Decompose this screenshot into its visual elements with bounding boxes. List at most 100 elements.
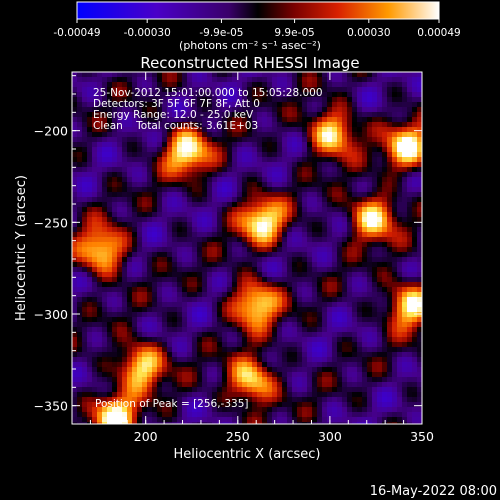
heatmap-cell [207,392,213,398]
heatmap-cell [362,282,368,288]
heatmap-cell [142,122,148,128]
heatmap-cell [302,182,308,188]
heatmap-cell [102,387,108,393]
heatmap-cell [282,242,288,248]
heatmap-cell [222,182,228,188]
heatmap-cell [157,87,163,93]
heatmap-cell [82,372,88,378]
heatmap-cell [187,72,193,78]
heatmap-cell [132,167,138,173]
heatmap-cell [167,367,173,373]
heatmap-cell [312,267,318,273]
heatmap-cell [242,237,248,243]
heatmap-cell [342,242,348,248]
heatmap-cell [392,337,398,343]
heatmap-cell [337,287,343,293]
heatmap-cell [157,162,163,168]
heatmap-cell [172,337,178,343]
heatmap-cell [237,162,243,168]
heatmap-cell [382,142,388,148]
heatmap-cell [282,132,288,138]
heatmap-cell [202,107,208,113]
heatmap-cell [352,357,358,363]
heatmap-cell [367,117,373,123]
heatmap-cell [102,142,108,148]
heatmap-cell [307,192,313,198]
heatmap-cell [152,382,158,388]
heatmap-cell [227,202,233,208]
heatmap-cell [152,267,158,273]
heatmap-cell [297,142,303,148]
heatmap-cell [232,322,238,328]
heatmap-cell [227,377,233,383]
heatmap-cell [372,407,378,413]
heatmap-cell [132,72,138,78]
heatmap-cell [362,202,368,208]
heatmap-cell [77,177,83,183]
heatmap-cell [352,392,358,398]
heatmap-cell [352,257,358,263]
heatmap-cell [137,297,143,303]
heatmap-cell [327,337,333,343]
heatmap-cell [267,262,273,268]
heatmap-cell [297,217,303,223]
heatmap-cell [417,92,422,98]
heatmap-cell [122,267,128,273]
heatmap-cell [72,317,78,323]
heatmap-cell [107,402,113,408]
heatmap-cell [312,72,318,78]
heatmap-cell [287,292,293,298]
heatmap-cell [362,157,368,163]
heatmap-cell [332,72,338,78]
heatmap-cell [142,237,148,243]
heatmap-cell [222,377,228,383]
heatmap-cell [167,92,173,98]
heatmap-cell [247,262,253,268]
heatmap-cell [347,267,353,273]
heatmap-cell [297,287,303,293]
heatmap-cell [72,97,78,103]
heatmap-cell [412,402,418,408]
heatmap-cell [412,252,418,258]
heatmap-cell [187,267,193,273]
heatmap-cell [197,282,203,288]
heatmap-cell [412,337,418,343]
heatmap-cell [342,207,348,213]
heatmap-cell [402,277,408,283]
heatmap-cell [292,282,298,288]
heatmap-cell [297,87,303,93]
heatmap-cell [312,287,318,293]
heatmap-cell [117,157,123,163]
heatmap-cell [262,412,268,418]
heatmap-cell [242,142,248,148]
heatmap-cell [217,297,223,303]
heatmap-cell [347,207,353,213]
heatmap-cell [92,142,98,148]
heatmap-cell [137,417,143,423]
heatmap-cell [152,127,158,133]
heatmap-cell [252,137,258,143]
heatmap-cell [317,412,323,418]
heatmap-cell [92,107,98,113]
heatmap-cell [167,237,173,243]
heatmap-cell [247,202,253,208]
heatmap-cell [82,157,88,163]
heatmap-cell [412,197,418,203]
heatmap-cell [167,82,173,88]
heatmap-cell [312,167,318,173]
heatmap-cell [77,227,83,233]
heatmap-cell [202,257,208,263]
heatmap-cell [77,317,83,323]
heatmap-cell [92,117,98,123]
heatmap-cell [267,237,273,243]
heatmap-cell [127,392,133,398]
heatmap-cell [322,262,328,268]
heatmap-cell [297,357,303,363]
heatmap-cell [132,312,138,318]
heatmap-cell [282,402,288,408]
heatmap-cell [132,417,138,423]
heatmap-cell [207,112,213,118]
heatmap-cell [392,272,398,278]
heatmap-cell [102,352,108,358]
heatmap-cell [412,237,418,243]
